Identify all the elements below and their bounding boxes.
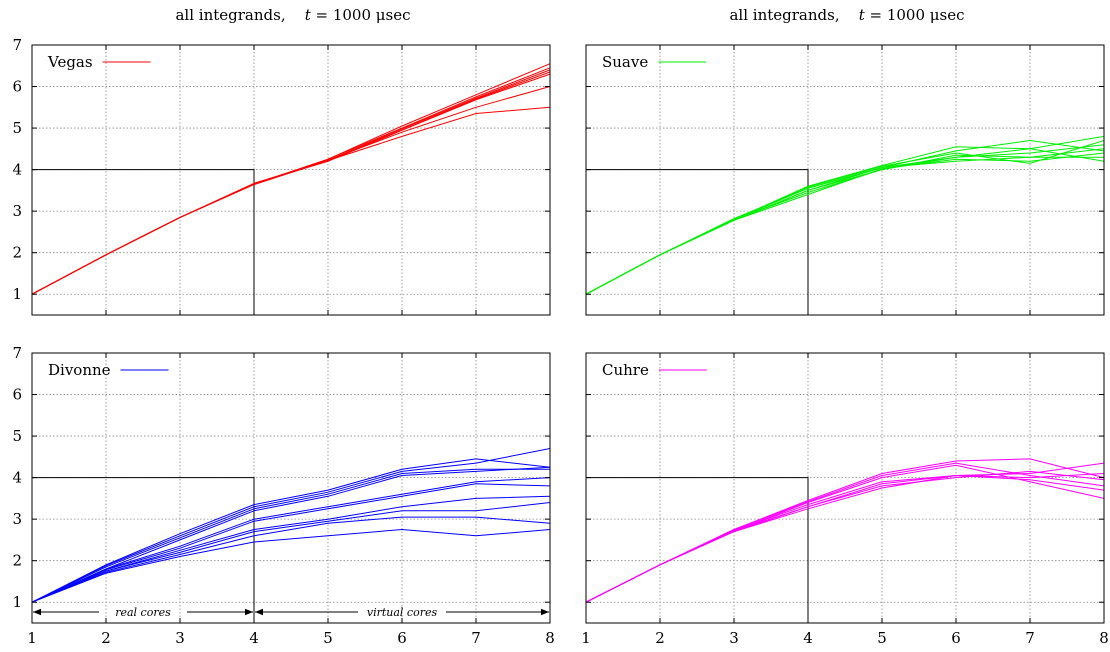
x-tick-label: 5: [877, 629, 887, 647]
divonne-series-line: [31, 528, 551, 603]
real-cores-label: real cores: [115, 606, 171, 619]
divonne-series-line: [31, 477, 551, 603]
x-tick-label: 4: [803, 629, 813, 647]
y-tick-label: 6: [12, 386, 22, 404]
y-tick-label: 1: [12, 285, 22, 303]
divonne-series-line: [31, 516, 551, 603]
reference-box: [32, 477, 255, 623]
vegas-series-line: [31, 69, 551, 295]
divonne-series-line: [31, 483, 551, 603]
y-tick-label: 2: [12, 552, 22, 570]
x-tick-label: 7: [1025, 629, 1035, 647]
x-tick-label: 4: [249, 629, 259, 647]
cuhre-series-line: [585, 464, 1105, 603]
vegas-series-line: [31, 73, 551, 295]
y-tick-label: 7: [12, 344, 22, 362]
panel-divonne: 1 2 3 4 5 6 7 1 2 3 4 5 6 7 8 Divonne: [12, 344, 554, 647]
suave-series-line: [585, 140, 1105, 295]
x-tick-label: 8: [545, 629, 555, 647]
x-tick-label: 2: [101, 629, 111, 647]
suave-series-line: [585, 148, 1105, 295]
cuhre-series-line: [585, 458, 1105, 603]
reference-box: [32, 169, 255, 315]
cuhre-series-line: [585, 462, 1105, 603]
x-tick-label: 3: [175, 629, 185, 647]
virtual-cores-label: virtual cores: [367, 606, 438, 619]
x-tick-label: 7: [471, 629, 481, 647]
right-title-var: t: [858, 6, 865, 24]
suave-series-line: [585, 156, 1104, 295]
left-title-prefix: all integrands,: [175, 6, 286, 24]
divonne-series-line: [31, 502, 551, 603]
right-title-prefix: all integrands,: [729, 6, 840, 24]
x-tick-label: 2: [655, 629, 665, 647]
left-column-title: all integrands, t = 1000 μsec: [83, 6, 503, 24]
x-tick-label: 1: [581, 629, 591, 647]
core-annotations: real cores virtual cores: [33, 606, 549, 619]
legend-label-divonne: Divonne: [48, 361, 111, 379]
reference-box: [586, 477, 809, 623]
y-tick-label: 4: [12, 469, 22, 487]
y-tick-label: 6: [12, 78, 22, 96]
divonne-series-line: [31, 466, 551, 603]
suave-series-line: [585, 135, 1105, 295]
y-tick-label: 3: [12, 202, 22, 220]
plot-frame: [585, 352, 1105, 624]
x-tick-label: 6: [397, 629, 407, 647]
vegas-series-line: [31, 86, 551, 295]
panel-vegas: 1 2 3 4 5 6 7 Vegas: [12, 36, 551, 316]
suave-series-line: [585, 144, 1105, 295]
panel-cuhre: 1 2 3 4 5 6 7 8 Cuhre: [581, 352, 1109, 647]
left-title-rest: = 1000 μsec: [310, 6, 411, 24]
plot-frame: [31, 352, 551, 624]
cuhre-series-line: [585, 470, 1105, 603]
suave-series-line: [585, 148, 1105, 295]
x-tick-label: 3: [729, 629, 739, 647]
legend-label-cuhre: Cuhre: [602, 361, 649, 379]
x-tick-label: 8: [1099, 629, 1109, 647]
right-title-rest: = 1000 μsec: [864, 6, 965, 24]
suave-series-line: [585, 139, 1105, 295]
y-tick-label: 7: [12, 36, 22, 54]
y-tick-label: 1: [12, 593, 22, 611]
y-tick-label: 3: [12, 510, 22, 528]
reference-box: [586, 169, 809, 315]
x-tick-label: 1: [27, 629, 37, 647]
divonne-series-line: [31, 448, 551, 603]
vegas-series-line: [31, 71, 551, 295]
legend-label-vegas: Vegas: [47, 53, 93, 71]
x-tick-label: 5: [323, 629, 333, 647]
legend-label-suave: Suave: [602, 53, 648, 71]
vegas-series-line: [31, 106, 551, 295]
y-tick-label: 5: [12, 119, 22, 137]
y-tick-label: 5: [12, 427, 22, 445]
plot-frame: [31, 44, 551, 316]
panel-suave: Suave: [585, 44, 1105, 316]
suave-series-line: [585, 152, 1105, 295]
x-tick-label: 6: [951, 629, 961, 647]
divonne-series-line: [31, 495, 551, 603]
divonne-series-line: [31, 468, 550, 603]
y-tick-label: 4: [12, 161, 22, 179]
right-column-title: all integrands, t = 1000 μsec: [637, 6, 1057, 24]
cuhre-series-line: [585, 474, 1105, 603]
divonne-series-line: [31, 458, 551, 603]
plot-frame: [585, 44, 1105, 316]
left-title-var: t: [304, 6, 311, 24]
y-tick-label: 2: [12, 244, 22, 262]
cuhre-series-line: [585, 462, 1105, 603]
